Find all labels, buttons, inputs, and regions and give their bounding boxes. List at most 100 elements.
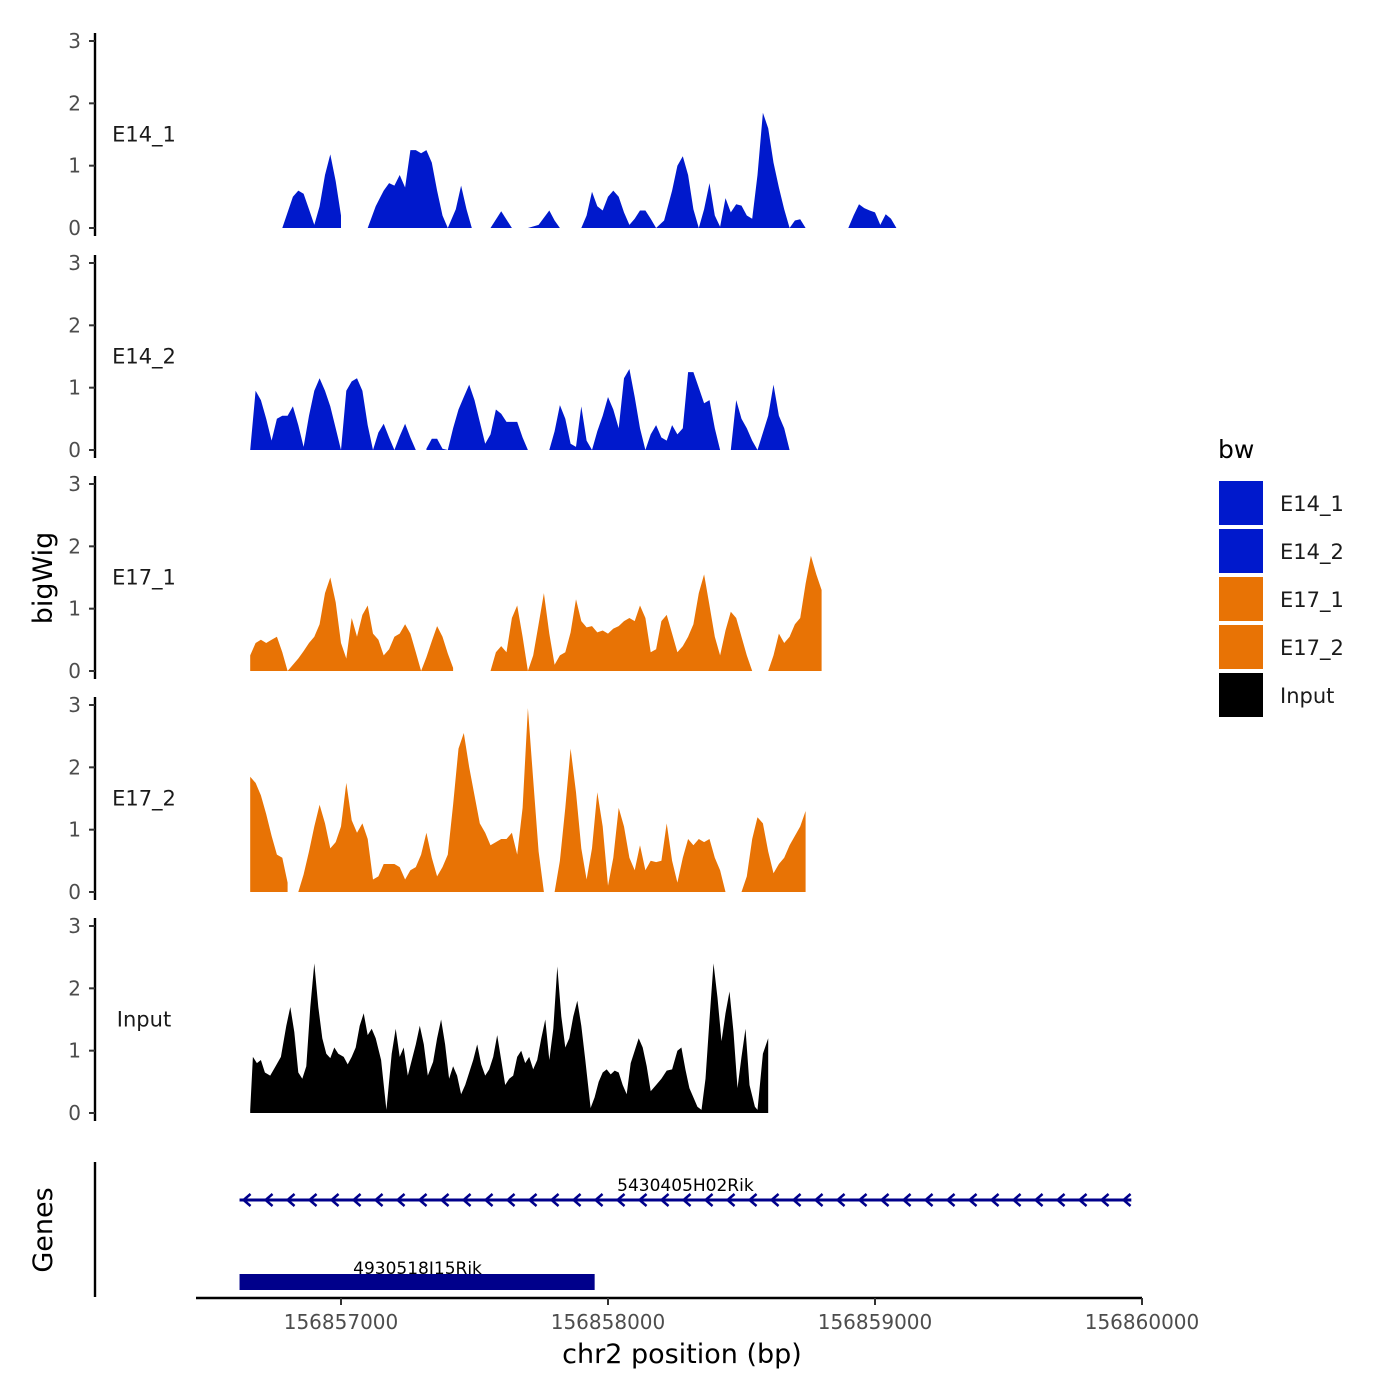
- y-tick-label: 3: [68, 29, 81, 53]
- coverage-area: [298, 708, 544, 892]
- legend-swatch: [1219, 673, 1263, 717]
- strand-arrow: [791, 1193, 802, 1207]
- y-tick-label: 2: [68, 534, 81, 558]
- strand-arrow: [703, 1193, 714, 1207]
- strand-arrow: [571, 1193, 582, 1207]
- strand-arrow: [923, 1193, 934, 1207]
- strand-arrow: [549, 1193, 560, 1207]
- strand-arrow: [241, 1193, 252, 1207]
- coverage-area: [250, 577, 454, 671]
- x-tick-label: 156860000: [1085, 1310, 1200, 1334]
- legend-label: E14_1: [1280, 492, 1344, 517]
- legend-item-e17-1: E17_1: [1219, 577, 1344, 621]
- legend-swatch: [1219, 481, 1263, 525]
- coverage-area: [250, 378, 416, 450]
- coverage-tracks: 0 1 2 3 E14_1 0 1 2 3 E14_2 0 1 2 3 E17_1 0 1 2 3 E17_2 0 1 2 3…: [68, 29, 897, 1125]
- y-tick-label: 0: [68, 438, 81, 462]
- x-tick-label: 156859000: [818, 1310, 933, 1334]
- coverage-area: [426, 384, 528, 450]
- coverage-area: [549, 369, 721, 450]
- legend-title: bw: [1218, 435, 1254, 464]
- track-label: E17_2: [112, 787, 176, 812]
- legend-label: E14_2: [1280, 540, 1344, 565]
- strand-arrow: [351, 1193, 362, 1207]
- strand-arrow: [967, 1193, 978, 1207]
- strand-arrow: [615, 1193, 626, 1207]
- track-e14-1: 0 1 2 3 E14_1: [68, 29, 897, 240]
- y-tick-label: 3: [68, 693, 81, 717]
- strand-arrow: [835, 1193, 846, 1207]
- strand-arrow: [945, 1193, 956, 1207]
- y-tick-label: 1: [68, 1039, 81, 1063]
- y-axis-title: bigWig: [28, 532, 59, 625]
- legend-item-input: Input: [1219, 673, 1334, 717]
- strand-arrow: [329, 1193, 340, 1207]
- track-e14-2: 0 1 2 3 E14_2: [68, 251, 790, 462]
- strand-arrow: [263, 1193, 274, 1207]
- x-tick-label: 156858000: [551, 1310, 666, 1334]
- x-tick-label: 156857000: [284, 1310, 399, 1334]
- legend-item-e14-2: E14_2: [1219, 529, 1344, 573]
- coverage-area: [768, 555, 822, 671]
- y-tick-label: 0: [68, 1101, 81, 1125]
- legend-label: Input: [1280, 684, 1334, 708]
- coverage-area: [527, 210, 560, 228]
- strand-arrow: [373, 1193, 384, 1207]
- y-tick-label: 0: [68, 880, 81, 904]
- y-tick-label: 2: [68, 976, 81, 1000]
- strand-arrow: [989, 1193, 1000, 1207]
- strand-arrow: [1121, 1193, 1132, 1207]
- legend-label: E17_2: [1280, 636, 1344, 661]
- track-label: E14_1: [112, 123, 176, 148]
- strand-arrow: [307, 1193, 318, 1207]
- strand-arrow: [527, 1193, 538, 1207]
- strand-arrow: [1011, 1193, 1022, 1207]
- coverage-area: [848, 204, 897, 228]
- y-tick-label: 1: [68, 597, 81, 621]
- strand-arrow: [857, 1193, 868, 1207]
- strand-arrow: [879, 1193, 890, 1207]
- strand-arrow: [659, 1193, 670, 1207]
- strand-arrow: [1055, 1193, 1066, 1207]
- strand-arrow: [461, 1193, 472, 1207]
- strand-arrow: [1099, 1193, 1110, 1207]
- y-tick-label: 3: [68, 472, 81, 496]
- y-tick-label: 1: [68, 818, 81, 842]
- strand-arrow: [1033, 1193, 1044, 1207]
- y-tick-label: 1: [68, 154, 81, 178]
- strand-arrow: [439, 1193, 450, 1207]
- strand-arrow: [681, 1193, 692, 1207]
- strand-arrow: [813, 1193, 824, 1207]
- strand-arrow: [1077, 1193, 1088, 1207]
- gene-4930518i15rik: 4930518I15Rik: [239, 1259, 595, 1290]
- x-axis: 156857000 156858000 156859000 156860000: [196, 1296, 1200, 1334]
- track-label: E14_2: [112, 345, 176, 370]
- coverage-area: [282, 154, 341, 228]
- gene-label: 4930518I15Rik: [353, 1259, 482, 1279]
- legend-swatch: [1219, 577, 1263, 621]
- gene-label: 5430405H02Rik: [617, 1176, 754, 1196]
- coverage-area: [250, 776, 288, 892]
- track-label: Input: [117, 1008, 171, 1032]
- strand-arrow: [637, 1193, 648, 1207]
- x-axis-title: chr2 position (bp): [562, 1339, 802, 1370]
- coverage-area: [490, 574, 753, 671]
- legend-swatch: [1219, 625, 1263, 669]
- strand-arrow: [395, 1193, 406, 1207]
- coverage-area: [581, 112, 806, 228]
- gene-exon-block: [239, 1274, 595, 1290]
- strand-arrow: [285, 1193, 296, 1207]
- legend-item-e17-2: E17_2: [1219, 625, 1344, 669]
- coverage-area: [250, 963, 769, 1113]
- strand-arrow: [483, 1193, 494, 1207]
- track-input: 0 1 2 3 Input: [68, 914, 769, 1125]
- strand-arrow: [725, 1193, 736, 1207]
- legend: bw E14_1 E14_2 E17_1 E17_2 Input: [1218, 435, 1344, 717]
- strand-arrow: [747, 1193, 758, 1207]
- strand-arrow: [901, 1193, 912, 1207]
- legend-swatch: [1219, 529, 1263, 573]
- coverage-area: [730, 384, 790, 450]
- coverage-area: [490, 211, 512, 228]
- track-e17-2: 0 1 2 3 E17_2: [68, 693, 806, 904]
